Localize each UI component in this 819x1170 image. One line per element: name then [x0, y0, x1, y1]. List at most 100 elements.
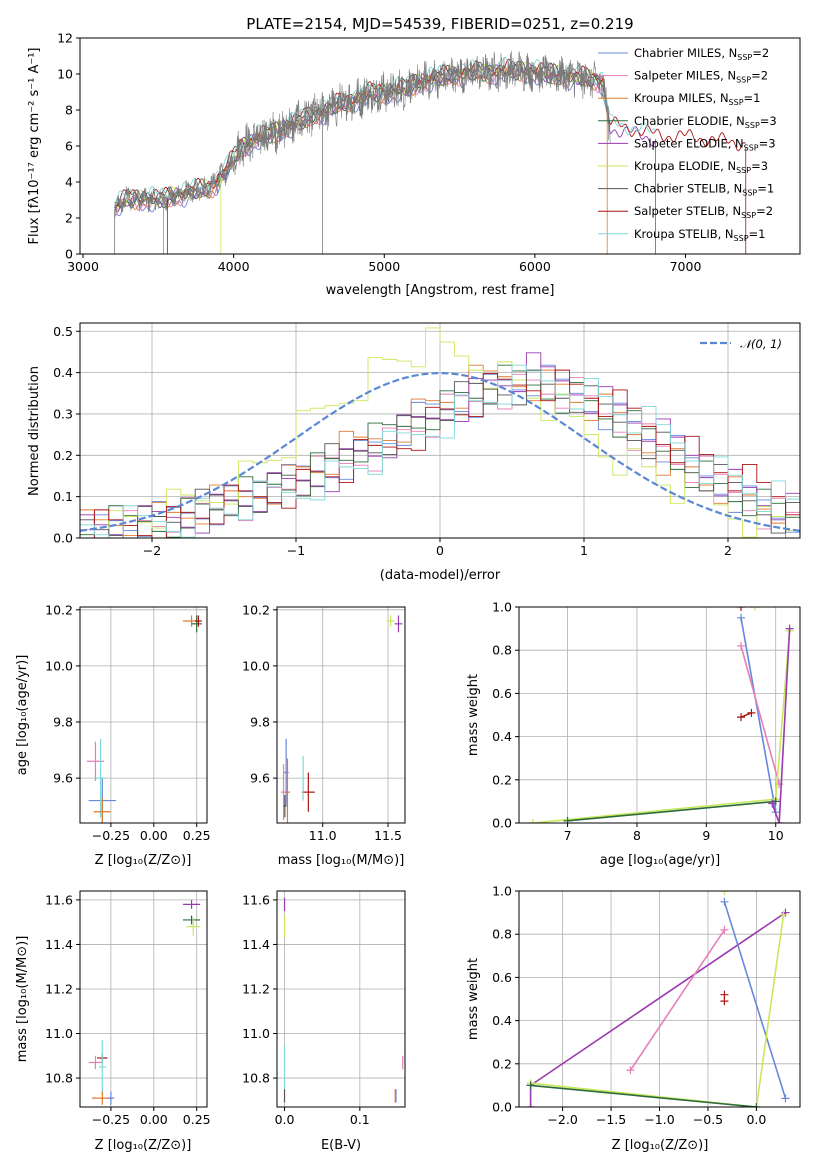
legend-value: =2 — [752, 46, 769, 60]
legend-entry: Salpeter STELIB, NSSP=2 — [634, 204, 773, 220]
errorbar-point — [301, 755, 305, 801]
y-tick-label: 11.6 — [45, 892, 73, 907]
y-tick-label: 11.2 — [242, 981, 270, 996]
mass-vs-metallicity-panel: Z [log₁₀(Z/Z⊙)] mass [log₁₀(M/M⊙)] −0.25… — [15, 890, 211, 1153]
y-tick-label: 10.0 — [242, 658, 270, 673]
errorbar-point — [182, 899, 201, 909]
x-tick-label: 7 — [564, 828, 572, 843]
legend-label: Kroupa ELODIE, N — [634, 159, 736, 173]
x-tick-label: 0.00 — [140, 828, 168, 843]
legend-entry: Kroupa MILES, NSSP=1 — [634, 91, 760, 107]
data-spectrum-line — [114, 50, 611, 218]
axes-frame — [518, 606, 801, 824]
legend-label: Salpeter STELIB, N — [634, 204, 741, 218]
errorbar-point — [386, 615, 395, 627]
massweight-marker — [720, 897, 729, 906]
residuals-plot-area — [80, 327, 800, 538]
x-tick-label: 0 — [436, 543, 444, 558]
x-tick-label: −1.0 — [644, 1112, 674, 1127]
massweight-line — [629, 929, 726, 1071]
legend-subscript: SSP — [734, 234, 749, 243]
y-tick-label: 0 — [65, 247, 73, 262]
y-tick-label: 0.0 — [492, 1100, 512, 1115]
legend-label: Salpeter ELODIE, N — [634, 136, 744, 150]
massweight-marker — [720, 997, 729, 1006]
massweight-line — [529, 911, 786, 1107]
legend-subscript: SSP — [729, 98, 744, 107]
y-tick-label: 0.0 — [492, 816, 512, 831]
y-tick-label: 12 — [57, 31, 73, 46]
residual-histogram — [80, 364, 800, 538]
y-tick-label: 10.8 — [242, 1071, 270, 1086]
x-tick-label: 8 — [633, 828, 641, 843]
massweight-marker — [747, 708, 756, 717]
spectrum-xlabel: wavelength [Angstrom, rest frame] — [326, 283, 555, 298]
x-tick-label: 11.5 — [374, 828, 402, 843]
x-tick-label: −0.25 — [92, 828, 130, 843]
legend-label: Chabrier STELIB, N — [634, 182, 742, 196]
errorbar-point — [301, 772, 315, 812]
y-tick-label: 11.4 — [45, 937, 73, 952]
y-tick-label: 0.2 — [492, 772, 512, 787]
legend-entry: Chabrier ELODIE, NSSP=3 — [634, 114, 777, 130]
errorbar-point — [182, 915, 201, 925]
massweight-marker — [626, 1066, 635, 1075]
x-tick-label: 7000 — [670, 259, 702, 274]
legend-label: Kroupa MILES, N — [634, 91, 729, 105]
x-tick-label: −2.0 — [547, 1112, 577, 1127]
massweight-line — [567, 800, 776, 822]
axes-frame — [79, 37, 801, 255]
y-tick-label: 11.0 — [45, 1026, 73, 1041]
legend-value: =3 — [751, 159, 768, 173]
legend-value: =1 — [744, 91, 761, 105]
x-tick-label: 0.00 — [140, 1112, 168, 1127]
y-tick-label: 0.0 — [53, 531, 73, 546]
x-tick-label: −1 — [287, 543, 305, 558]
mass-vs-metallicity-xlabel: Z [log₁₀(Z/Z⊙)] — [95, 1138, 192, 1153]
x-tick-label: 0.0 — [275, 1112, 295, 1127]
legend-value: =3 — [760, 114, 777, 128]
axes-frame — [518, 890, 801, 1108]
spectrum-ylabel: Flux [fλ10⁻¹⁷ erg cm⁻² s⁻¹ A⁻¹] — [27, 48, 42, 245]
ageM-plot-area — [280, 615, 403, 823]
y-tick-label: 10.0 — [45, 658, 73, 673]
y-tick-label: 11.4 — [242, 937, 270, 952]
y-tick-label: 0.4 — [492, 1013, 512, 1028]
mass-vs-metallicity-ylabel: mass [log₁₀(M/M⊙)] — [15, 936, 30, 1063]
y-tick-label: 4 — [65, 175, 73, 190]
legend-entry: Salpeter ELODIE, NSSP=3 — [634, 136, 776, 152]
legend-subscript: SSP — [736, 76, 751, 85]
legend-label: Kroupa STELIB, N — [634, 227, 734, 241]
x-tick-label: 0.1 — [350, 1112, 370, 1127]
massweight-marker — [737, 607, 746, 611]
spectrum-plot-area — [114, 50, 747, 254]
x-tick-label: 9 — [702, 828, 710, 843]
y-tick-label: 11.0 — [242, 1026, 270, 1041]
errorbar-point — [107, 1091, 115, 1105]
massweight-marker — [526, 1081, 535, 1090]
y-tick-label: 0.2 — [53, 448, 73, 463]
x-tick-label: 6000 — [519, 259, 551, 274]
age-vs-metallicity-xlabel: Z [log₁₀(Z/Z⊙)] — [95, 853, 192, 868]
mass-vs-ebv-panel: E(B-V) 0.0 0.1 10.8 11.0 11.2 11.4 11.6 — [242, 890, 406, 1153]
massweight-marker — [768, 799, 777, 808]
massweight-vs-metallicity-xlabel: Z [log₁₀(Z/Z⊙)] — [612, 1138, 709, 1153]
y-tick-label: 0.6 — [492, 970, 512, 985]
massweight-vs-age-xlabel: age [log₁₀(age/yr)] — [600, 853, 721, 868]
massweight-marker — [750, 607, 759, 611]
legend-subscript: SSP — [742, 189, 757, 198]
errorbar-point — [98, 1040, 106, 1094]
errorbar-point — [93, 797, 111, 823]
errorbar-point — [194, 615, 202, 627]
y-tick-label: 1.0 — [492, 884, 512, 899]
axes-frame — [79, 606, 208, 824]
massweight-marker — [779, 910, 788, 919]
massweight-marker — [720, 891, 729, 895]
x-tick-label: 1 — [580, 543, 588, 558]
x-tick-label: −2 — [143, 543, 161, 558]
massweight-line — [740, 645, 780, 785]
axes-frame — [79, 890, 208, 1108]
age-vs-metallicity-ylabel: age [log₁₀(age/yr)] — [15, 655, 30, 776]
errorbar-point — [95, 738, 106, 818]
errorbar-point — [88, 1055, 103, 1070]
